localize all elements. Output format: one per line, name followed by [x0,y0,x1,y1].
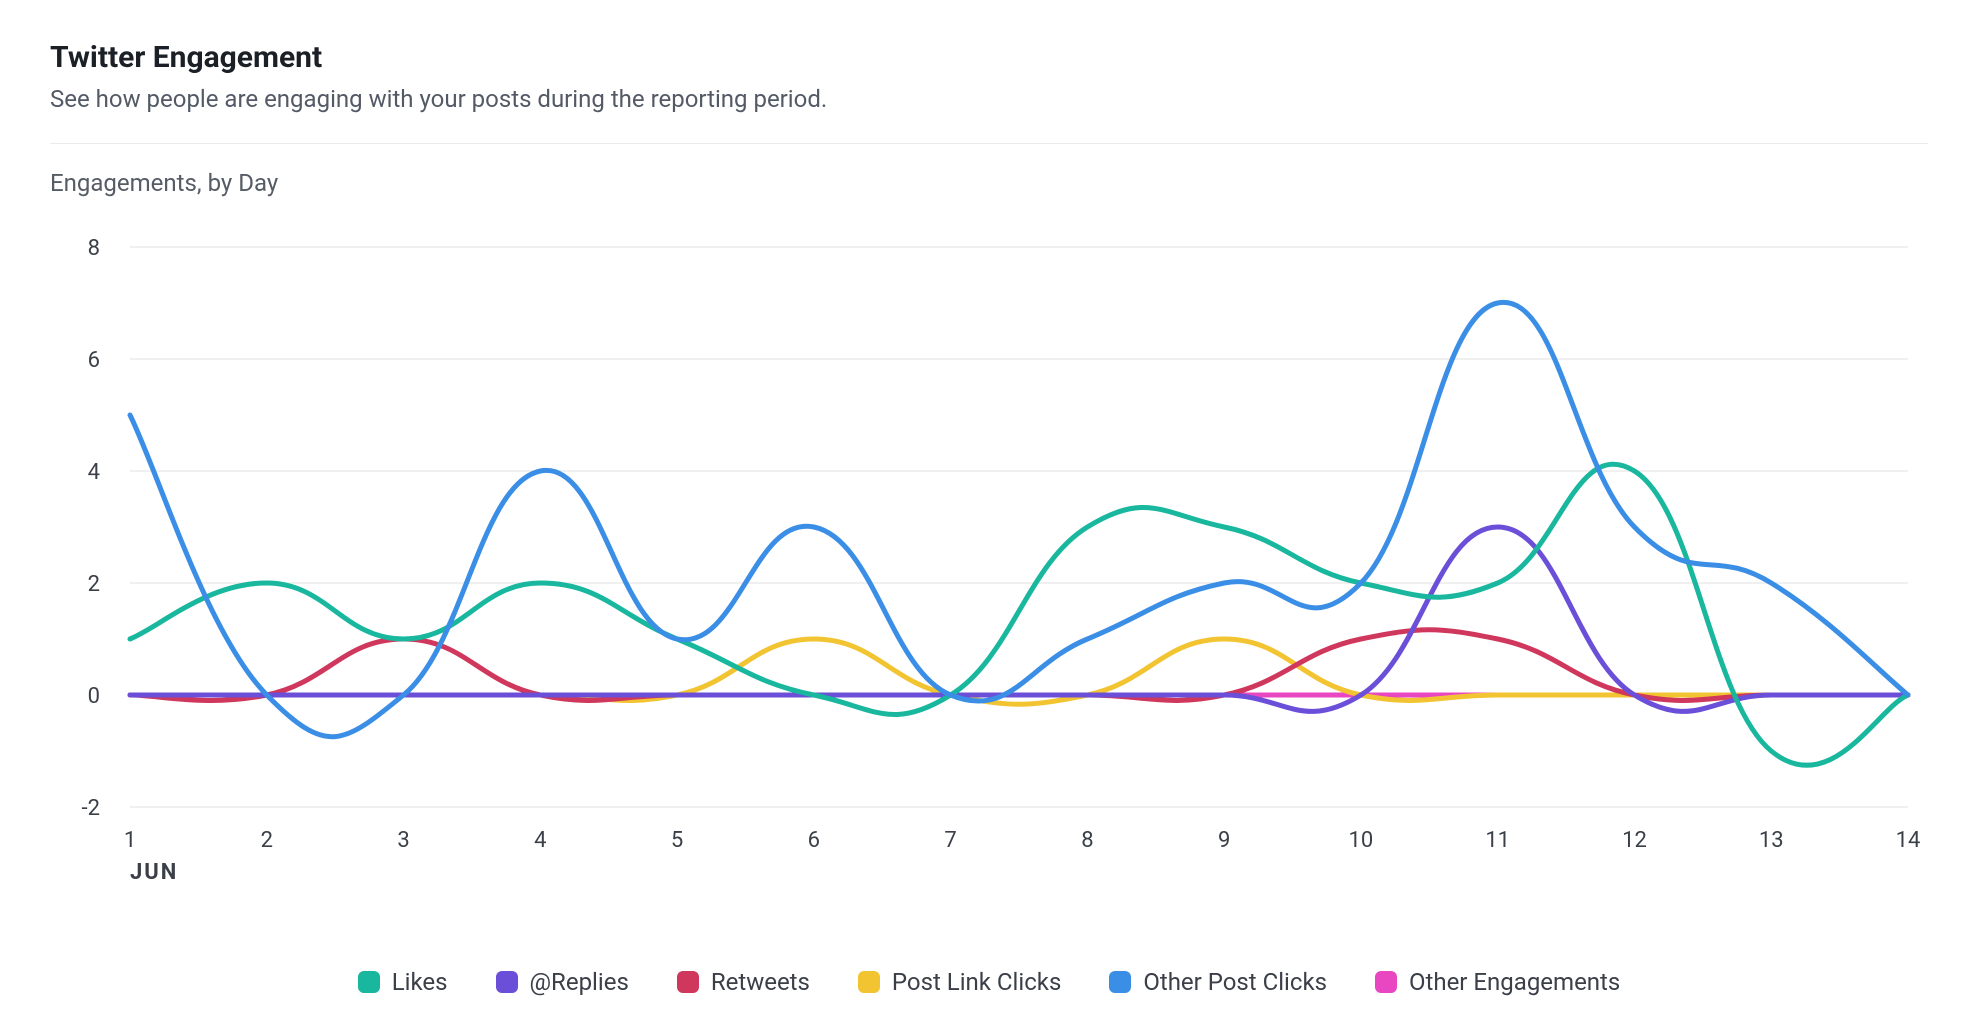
svg-text:11: 11 [1485,828,1510,853]
svg-text:2: 2 [88,572,100,597]
svg-text:8: 8 [88,236,100,261]
svg-text:4: 4 [534,828,546,853]
svg-text:0: 0 [88,684,100,709]
legend-label: Retweets [711,968,810,996]
svg-text:8: 8 [1081,828,1093,853]
legend-label: Likes [392,968,448,996]
svg-text:12: 12 [1622,828,1647,853]
legend-swatch [358,971,380,993]
svg-text:4: 4 [88,460,100,485]
legend-item-likes[interactable]: Likes [358,968,448,996]
svg-text:7: 7 [944,828,956,853]
twitter-engagement-widget: Twitter Engagement See how people are en… [0,0,1978,1026]
chart-legend: Likes @Replies Retweets Post Link Clicks Oth… [50,948,1928,996]
engagement-chart: -2024681234567891011121314JUN [50,217,1928,948]
legend-item-post-link-clicks[interactable]: Post Link Clicks [858,968,1061,996]
legend-swatch [1375,971,1397,993]
svg-text:1: 1 [124,828,136,853]
widget-subtitle: See how people are engaging with your po… [50,85,1928,113]
widget-title: Twitter Engagement [50,40,1928,75]
chart-svg: -2024681234567891011121314JUN [50,217,1928,897]
series-other-post-clicks [130,302,1908,736]
svg-text:13: 13 [1759,828,1784,853]
legend-label: Other Post Clicks [1143,968,1327,996]
svg-text:-2: -2 [82,796,100,821]
legend-swatch [677,971,699,993]
svg-text:5: 5 [671,828,683,853]
legend-label: @Replies [530,968,629,996]
widget-header: Twitter Engagement See how people are en… [50,40,1928,144]
series-likes [130,464,1908,765]
svg-text:6: 6 [88,348,100,373]
legend-swatch [496,971,518,993]
svg-text:JUN: JUN [130,860,178,885]
svg-text:3: 3 [397,828,409,853]
legend-label: Post Link Clicks [892,968,1061,996]
legend-swatch [858,971,880,993]
svg-text:14: 14 [1896,828,1921,853]
svg-text:2: 2 [261,828,273,853]
legend-label: Other Engagements [1409,968,1620,996]
legend-item-retweets[interactable]: Retweets [677,968,810,996]
legend-item-other-post-clicks[interactable]: Other Post Clicks [1109,968,1327,996]
svg-text:9: 9 [1218,828,1230,853]
legend-item-other-engagements[interactable]: Other Engagements [1375,968,1620,996]
chart-axis-title: Engagements, by Day [50,169,1928,197]
svg-text:6: 6 [808,828,820,853]
svg-text:10: 10 [1349,828,1374,853]
legend-swatch [1109,971,1131,993]
legend-item-replies[interactable]: @Replies [496,968,629,996]
